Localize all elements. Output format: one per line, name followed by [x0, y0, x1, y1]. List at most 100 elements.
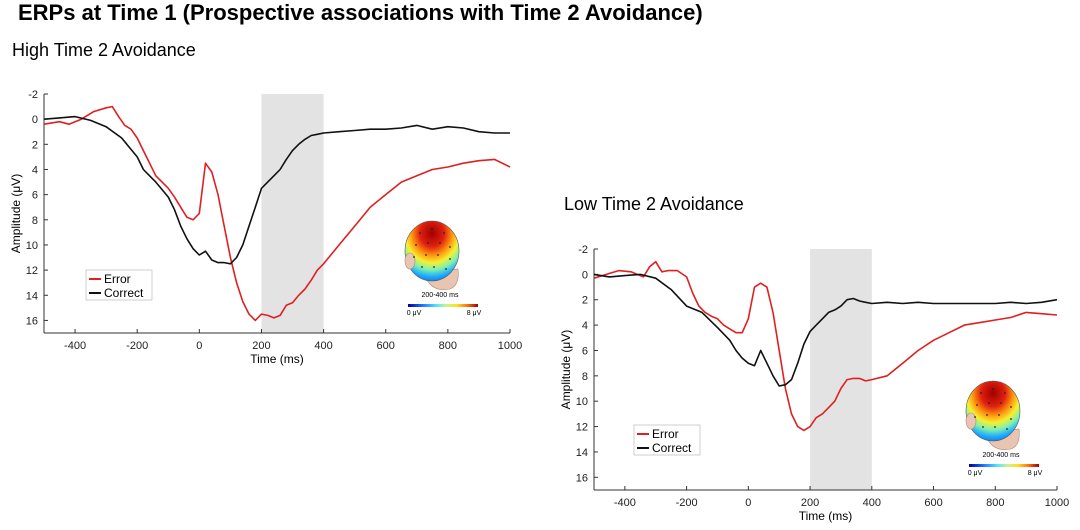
x-tick-label: 600	[377, 340, 395, 352]
series-line-correct	[43, 115, 510, 265]
electrode-dot	[980, 392, 982, 394]
colorbar-max-label: 8 μV	[467, 310, 482, 317]
electrode-dot	[445, 268, 447, 270]
electrode-dot	[415, 244, 417, 246]
series-line-error	[593, 260, 1058, 432]
y-axis-label: Amplitude (μV)	[559, 330, 573, 410]
colorbar	[408, 304, 478, 307]
electrode-dot	[419, 232, 421, 234]
panel-title-high-avoidance: High Time 2 Avoidance	[12, 40, 196, 60]
topomap-head	[965, 380, 1021, 450]
electrode-dot	[992, 388, 994, 390]
y-tick-label: 2	[32, 139, 38, 151]
legend-label-error: Error	[652, 427, 679, 441]
y-tick-label: 14	[26, 290, 38, 302]
y-tick-label: 12	[576, 422, 588, 434]
electrode-dot	[988, 402, 990, 404]
electrode-dot	[1010, 406, 1012, 408]
electrode-dot	[427, 242, 429, 244]
electrode-dot	[998, 414, 1000, 416]
x-tick-label: 800	[439, 340, 457, 352]
x-tick-label: 0	[196, 340, 202, 352]
y-tick-label: 4	[32, 164, 38, 176]
y-tick-label: 12	[26, 265, 38, 277]
y-tick-label: 0	[582, 269, 588, 281]
x-tick-label: 200	[252, 340, 270, 352]
x-tick-label: 800	[986, 497, 1004, 509]
colorbar-min-label: 0 μV	[407, 310, 422, 317]
electrode-dot	[439, 242, 441, 244]
electrode-dot	[421, 266, 423, 268]
topomap-window-label: 200-400 ms	[983, 452, 1020, 459]
legend-box	[633, 424, 701, 456]
topomap-ear	[965, 412, 977, 430]
y-tick-label: 16	[576, 472, 588, 484]
electrode-dot	[425, 254, 427, 256]
x-tick-label: 200	[801, 497, 819, 509]
topomap-head	[404, 220, 460, 290]
y-tick-label: -2	[578, 244, 588, 256]
colorbar	[969, 464, 1039, 467]
panel-title-low-avoidance: Low Time 2 Avoidance	[564, 194, 744, 214]
y-tick-label: 6	[32, 190, 38, 202]
electrode-dot	[449, 258, 451, 260]
x-tick-label: 600	[924, 497, 942, 509]
topomap-scalp	[965, 380, 1021, 442]
electrode-dot	[433, 266, 435, 268]
y-tick-label: 6	[582, 345, 588, 357]
legend-label-error: Error	[104, 272, 131, 286]
x-axis-label: Time (ms)	[250, 352, 304, 366]
y-tick-label: 0	[32, 114, 38, 126]
y-tick-label: 8	[582, 371, 588, 383]
electrode-dot	[1006, 428, 1008, 430]
topomap-window-label: 200-400 ms	[422, 292, 459, 299]
colorbar-max-label: 8 μV	[1028, 470, 1043, 477]
x-tick-label: 1000	[498, 340, 522, 352]
electrode-dot	[986, 414, 988, 416]
electrode-dot	[431, 228, 433, 230]
y-tick-label: 10	[26, 240, 38, 252]
y-tick-label: 8	[32, 215, 38, 227]
figure-title: ERPs at Time 1 (Prospective associations…	[18, 0, 703, 25]
electrode-dot	[413, 256, 415, 258]
legend-label-correct: Correct	[652, 441, 692, 455]
colorbar-min-label: 0 μV	[968, 470, 983, 477]
y-tick-label: -2	[28, 89, 38, 101]
x-tick-label: -400	[64, 340, 86, 352]
shaded-window-200-400	[810, 249, 872, 490]
y-tick-label: 14	[576, 447, 588, 459]
series-line-correct	[593, 273, 1058, 387]
y-tick-label: 2	[582, 295, 588, 307]
topomap-ear	[404, 252, 416, 270]
legend-box	[85, 269, 153, 301]
y-tick-label: 16	[26, 315, 38, 327]
x-tick-label: 400	[314, 340, 332, 352]
electrode-dot	[1004, 392, 1006, 394]
electrode-dot	[976, 404, 978, 406]
x-tick-label: -200	[676, 497, 698, 509]
y-tick-label: 10	[576, 396, 588, 408]
y-axis-label: Amplitude (μV)	[9, 174, 23, 254]
electrode-dot	[443, 232, 445, 234]
topomap-scalp	[404, 220, 460, 282]
electrode-dot	[1000, 402, 1002, 404]
electrode-dot	[437, 254, 439, 256]
x-tick-label: -400	[614, 497, 636, 509]
legend-label-correct: Correct	[104, 286, 144, 300]
x-tick-label: 1000	[1045, 497, 1069, 509]
electrode-dot	[982, 426, 984, 428]
x-axis-label: Time (ms)	[799, 509, 853, 523]
x-tick-label: 0	[745, 497, 751, 509]
electrode-dot	[1010, 418, 1012, 420]
shaded-window-200-400	[261, 94, 324, 333]
x-tick-label: 400	[863, 497, 881, 509]
y-tick-label: 4	[582, 320, 588, 332]
series-line-error	[43, 105, 511, 322]
electrode-dot	[449, 246, 451, 248]
electrode-dot	[994, 426, 996, 428]
x-tick-label: -200	[126, 340, 148, 352]
